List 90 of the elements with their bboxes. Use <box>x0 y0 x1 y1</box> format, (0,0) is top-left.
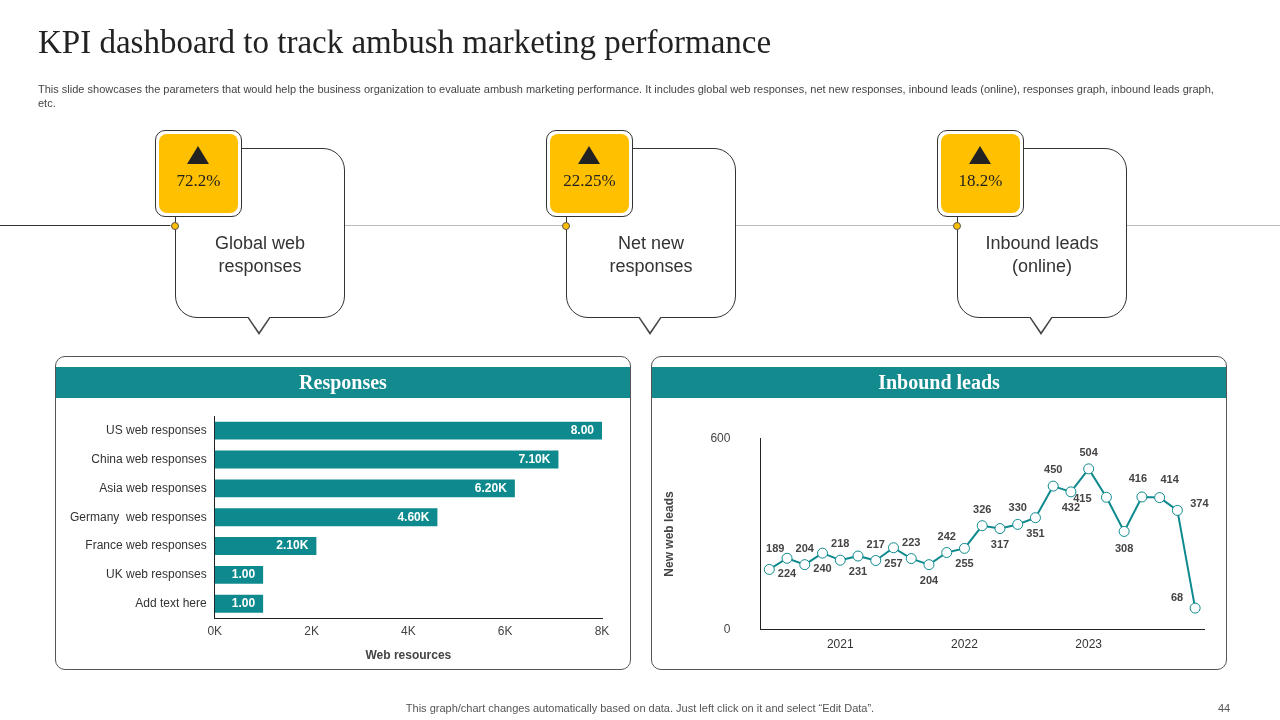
y-tick-label: Germany web responses <box>69 509 207 524</box>
x-tick-label: 6K <box>497 623 513 638</box>
x-tick-label: 2K <box>304 623 319 638</box>
data-label: 2.10K <box>276 538 309 553</box>
point <box>994 523 1006 535</box>
data-label: 450 <box>1044 463 1063 476</box>
data-label: 351 <box>1026 526 1045 539</box>
text: This graph/chart changes automatically based on data. Just left click on it and select “Edit Data”. <box>405 702 875 714</box>
data-label: 224 <box>777 567 798 580</box>
point <box>941 547 953 559</box>
point <box>781 552 793 564</box>
point <box>1136 491 1148 503</box>
data-label: 317 <box>990 537 1010 550</box>
x-tick-label: 8K <box>594 623 610 638</box>
point <box>1029 512 1041 524</box>
y-tick-label: France web responses <box>85 538 207 553</box>
chart-title: Responses <box>56 367 630 398</box>
point <box>905 553 917 565</box>
point <box>1012 518 1024 530</box>
chart-title: Inbound leads <box>652 367 1226 398</box>
data-label: 330 <box>1008 501 1027 514</box>
data-label: 415 <box>1073 492 1092 505</box>
data-label: 223 <box>902 535 921 548</box>
x-axis-title: Web resources <box>365 648 452 663</box>
text: Inbound leads (online) <box>984 232 1100 278</box>
data-label: 257 <box>884 556 903 569</box>
text: Global web responses <box>213 232 307 278</box>
text: 44 <box>1218 702 1231 714</box>
point <box>923 559 935 571</box>
data-label: 189 <box>766 542 785 555</box>
data-label: 204 <box>795 541 815 554</box>
y-tick-label: 0 <box>723 622 731 637</box>
point <box>1171 504 1183 516</box>
y-tick-label: 600 <box>710 430 731 445</box>
data-label: 504 <box>1079 445 1099 458</box>
y-tick-label: Add text here <box>135 596 208 611</box>
y-axis-title: New web leads <box>661 491 676 577</box>
bar <box>214 450 559 469</box>
data-label: 6.20K <box>474 480 508 495</box>
point <box>1083 463 1095 475</box>
point <box>976 520 988 532</box>
data-label: 255 <box>955 557 974 570</box>
y-tick-label: China web responses <box>91 451 207 466</box>
data-label: 1.00 <box>231 567 256 582</box>
x-tick-label: 2021 <box>826 637 854 652</box>
point <box>763 563 775 575</box>
y-tick-label: Asia web responses <box>99 480 207 495</box>
data-label: 308 <box>1114 542 1134 555</box>
data-label: 326 <box>973 502 992 515</box>
x-tick-label: 2023 <box>1075 637 1103 652</box>
text: KPI dashboard to track ambush marketing performance <box>38 24 772 61</box>
data-label: 7.10K <box>518 451 551 466</box>
x-tick-label: 0K <box>207 623 223 638</box>
point <box>799 559 811 571</box>
point <box>958 542 970 554</box>
data-label: 4.60K <box>397 509 430 524</box>
point <box>1100 491 1112 503</box>
text: 22.25% <box>562 171 617 191</box>
data-label: 240 <box>813 562 832 575</box>
point <box>1118 525 1130 537</box>
point <box>870 555 882 567</box>
point <box>888 542 899 554</box>
data-label: 416 <box>1128 471 1148 484</box>
data-label: 8.00 <box>570 422 595 437</box>
data-label: 218 <box>831 537 850 550</box>
text: 72.2% <box>175 171 222 191</box>
y-tick-label: UK web responses <box>106 567 207 582</box>
data-label: 231 <box>848 565 868 578</box>
text: 18.2% <box>957 171 1004 191</box>
data-label: 217 <box>866 537 885 550</box>
data-label: 374 <box>1190 497 1210 510</box>
point <box>1189 602 1201 614</box>
x-tick-label: 4K <box>401 623 416 638</box>
point <box>817 547 829 559</box>
y-tick-label: US web responses <box>106 422 207 437</box>
point <box>1154 492 1166 504</box>
bar <box>214 421 602 440</box>
data-label: 204 <box>919 573 940 586</box>
point <box>834 554 846 566</box>
bar <box>214 508 438 527</box>
text: This slide showcases the parameters that would help the business organization to evaluate ambush marketing performance. It includes global web responses, net new responses, inbound leads (online), responses graph, inbound leads graph, etc. <box>38 82 1215 110</box>
data-label: 1.00 <box>231 596 256 611</box>
bar <box>214 479 515 498</box>
point <box>1047 480 1059 492</box>
data-label: 242 <box>937 529 956 542</box>
point <box>852 550 864 562</box>
text: Net new responses <box>608 232 694 278</box>
x-tick-label: 2022 <box>951 637 979 652</box>
data-label: 414 <box>1160 472 1180 485</box>
data-label: 68 <box>1171 591 1184 604</box>
